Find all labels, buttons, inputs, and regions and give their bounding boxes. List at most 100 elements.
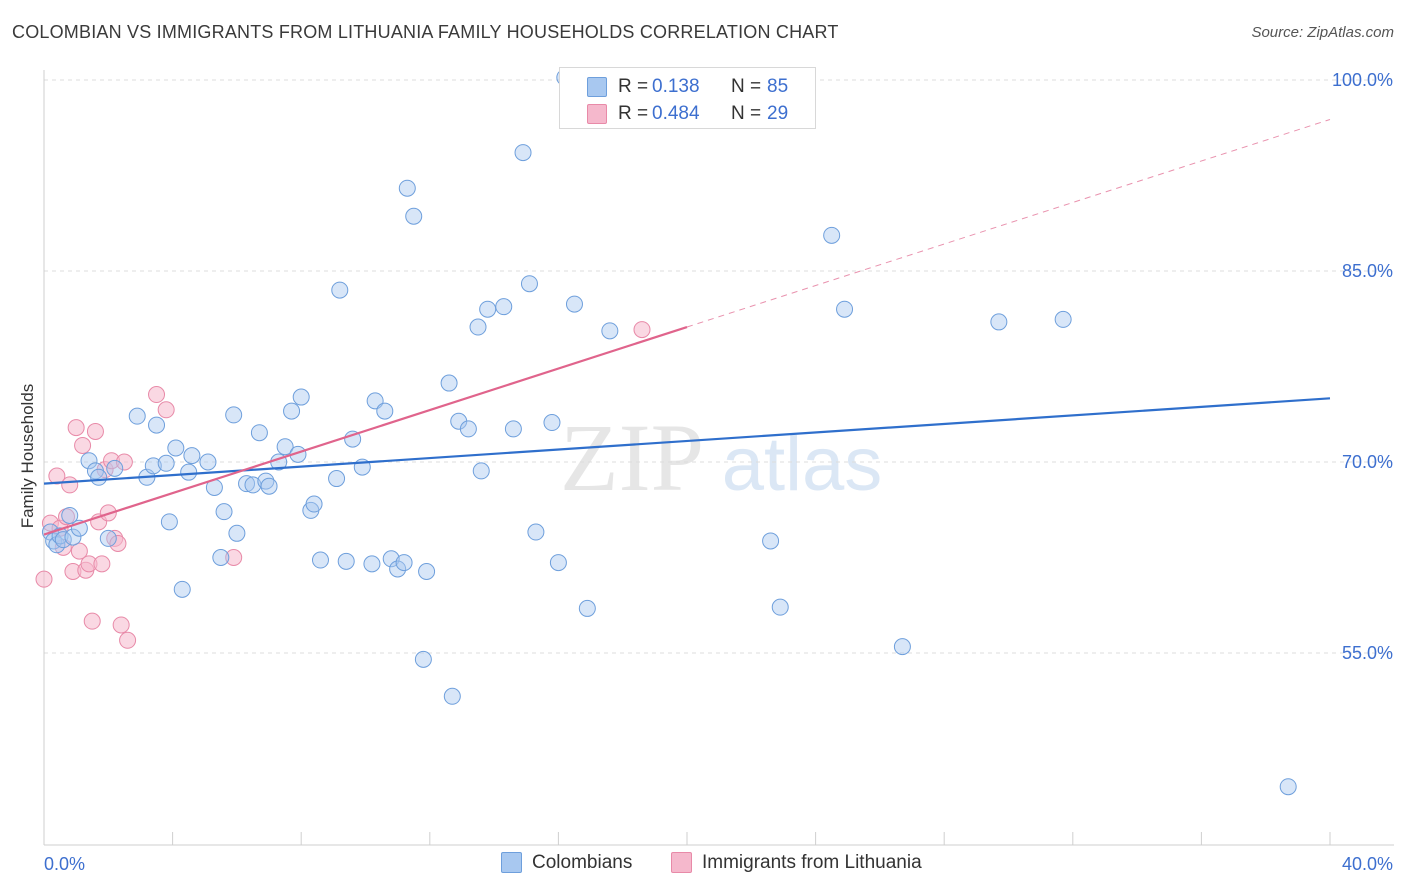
colombian-point <box>549 554 567 572</box>
colombian-point <box>331 281 349 299</box>
watermark-zip: ZIP <box>560 404 704 511</box>
colombian-points <box>41 68 1297 796</box>
colombian-point <box>376 402 394 420</box>
colombian-point <box>90 468 108 486</box>
colombian-point <box>1054 310 1072 328</box>
r-label: R = <box>618 103 649 124</box>
chart-title: COLOMBIAN VS IMMIGRANTS FROM LITHUANIA F… <box>12 22 839 42</box>
colombian-point <box>495 298 513 316</box>
stats-swatch-pink <box>587 104 607 124</box>
colombian-point <box>504 420 522 438</box>
stats-row-colombians: R = 0.138 N = 85 <box>560 73 815 101</box>
colombian-point <box>337 552 355 570</box>
r-value: 0.484 <box>652 103 700 124</box>
lithuania-point <box>633 321 651 339</box>
lithuania-point <box>148 386 166 404</box>
colombian-point <box>99 529 117 547</box>
colombian-point <box>238 475 256 493</box>
lithuania-point <box>48 467 66 485</box>
y-tick-label: 55.0% <box>1342 643 1393 663</box>
colombian-point <box>565 295 583 313</box>
colombian-point <box>990 313 1008 331</box>
axes <box>43 70 1394 846</box>
lithuania-point <box>74 436 92 454</box>
colombian-point <box>292 388 310 406</box>
colombian-point <box>228 524 246 542</box>
colombian-point <box>344 430 362 448</box>
legend-swatch-lithuania <box>671 852 692 873</box>
colombian-point <box>823 226 841 244</box>
lithuania-point <box>70 542 88 560</box>
source-label: Source: ZipAtlas.com <box>1251 24 1394 41</box>
stats-swatch-blue <box>587 77 607 97</box>
colombian-point <box>64 528 82 546</box>
colombian-point <box>157 454 175 472</box>
watermark: ZIP atlas <box>560 404 882 511</box>
lithuania-point <box>61 476 79 494</box>
y-tick-label: 70.0% <box>1342 452 1393 472</box>
lithuania-point <box>112 616 130 634</box>
lithuania-point <box>86 422 104 440</box>
legend-label-colombians: Colombians <box>532 852 633 873</box>
colombian-point <box>250 424 268 442</box>
stats-box: R = 0.138 N = 85 R = 0.484 N = 29 <box>559 67 816 129</box>
colombian-point <box>520 275 538 293</box>
colombian-point <box>472 462 490 480</box>
colombian-point <box>311 551 329 569</box>
colombian-point <box>469 318 487 336</box>
colombian-point <box>1279 778 1297 796</box>
lithuania-point <box>83 612 101 630</box>
colombian-point <box>257 472 275 490</box>
colombian-point <box>80 452 98 470</box>
lithuania-point <box>157 401 175 419</box>
legend-swatch-colombians <box>501 852 522 873</box>
trend-lines <box>43 118 1331 536</box>
colombian-point <box>398 179 416 197</box>
lithuania-point <box>93 555 111 573</box>
y-tick-label: 85.0% <box>1342 261 1393 281</box>
legend: Colombians Immigrants from Lithuania <box>0 850 1406 878</box>
colombian-point <box>180 463 198 481</box>
colombian-point <box>276 438 294 456</box>
colombian-point <box>144 457 162 475</box>
n-value: 29 <box>767 103 789 124</box>
gridlines <box>44 79 1394 654</box>
colombian-point <box>61 506 79 524</box>
colombian-point <box>443 687 461 705</box>
colombian-point <box>148 416 166 434</box>
colombian-trend-line <box>43 397 1331 485</box>
lithuania-point <box>67 419 85 437</box>
n-label: N = <box>731 76 762 97</box>
colombian-point <box>389 560 407 578</box>
lithuania-point <box>225 549 243 566</box>
lithuania-trend-line <box>43 325 688 536</box>
x-tick-label: 40.0% <box>1342 854 1393 874</box>
lithuania-trend-extension <box>686 118 1331 328</box>
stats-row-lithuania: R = 0.484 N = 29 <box>560 100 815 128</box>
colombian-point <box>479 300 497 318</box>
colombian-point <box>514 144 532 162</box>
colombian-point <box>440 374 458 392</box>
colombian-point <box>762 532 780 550</box>
n-label: N = <box>731 103 762 124</box>
colombian-point <box>459 420 477 438</box>
tick-labels: 55.0% 70.0% 85.0% 100.0% 0.0% 40.0% <box>44 70 1393 874</box>
colombian-point <box>418 563 436 581</box>
watermark-atlas: atlas <box>722 422 883 507</box>
lithuania-point <box>35 570 53 588</box>
colombian-point <box>578 599 596 617</box>
lithuania-point <box>109 534 127 552</box>
colombian-point <box>54 531 72 549</box>
colombian-point <box>328 470 346 488</box>
colombian-point <box>836 300 854 318</box>
colombian-point <box>414 650 432 668</box>
colombian-point <box>771 598 789 616</box>
x-tick-label: 0.0% <box>44 854 85 874</box>
n-value: 85 <box>767 76 789 97</box>
colombian-point <box>543 414 561 432</box>
colombian-point <box>199 453 217 471</box>
colombian-point <box>305 495 323 513</box>
r-value: 0.138 <box>652 76 700 97</box>
legend-label-lithuania: Immigrants from Lithuania <box>702 852 922 873</box>
